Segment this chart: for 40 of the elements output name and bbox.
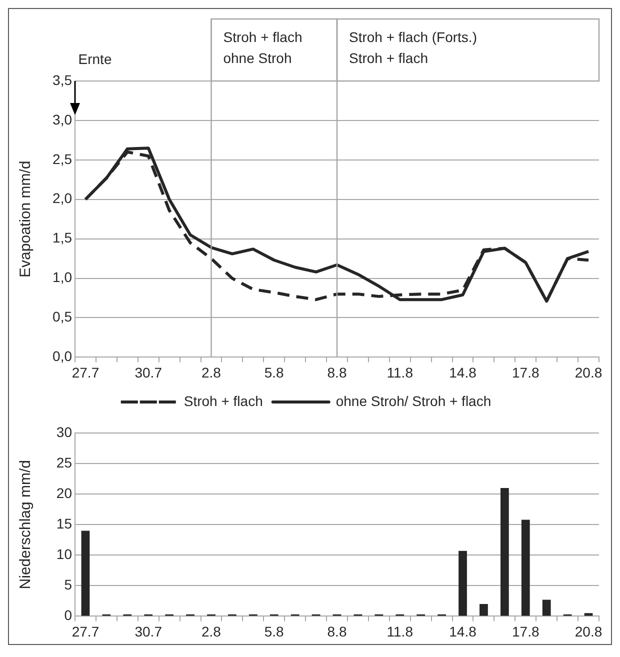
text: Ernte (78, 50, 112, 67)
y-tick-label: 1,0 (52, 269, 72, 286)
y-tick-label: 3,5 (52, 72, 72, 88)
x-tick-label: 2.8 (202, 364, 222, 380)
y-tick-label: 2,0 (52, 190, 72, 206)
x-tick-label: 20.8 (574, 623, 602, 640)
y-tick-label: 0,5 (52, 308, 72, 325)
x-tick-label: 14.8 (449, 364, 477, 380)
x-tick-label: 14.8 (449, 623, 477, 640)
y-tick-label: 0,0 (52, 348, 72, 364)
x-tick-label: 27.7 (72, 623, 100, 640)
y-tick-label: 0 (64, 607, 72, 624)
ref-line-label: Stroh + flach ohne Stroh (223, 28, 302, 66)
y-tick-label: 1,5 (52, 230, 72, 246)
legend-label: Stroh + flach (184, 392, 263, 409)
x-tick-label: 11.8 (386, 364, 414, 380)
x-tick-label: 2.8 (202, 623, 222, 640)
x-tick-label: 5.8 (264, 623, 284, 640)
y-tick-label: 25 (56, 454, 72, 470)
y-tick-label: 5 (64, 576, 72, 593)
y-tick-label: 2,5 (52, 150, 72, 167)
legend-label: ohne Stroh/ Stroh + flach (336, 392, 492, 409)
y-tick-label: 10 (56, 546, 72, 562)
ref-line-label: Stroh + flach (Forts.) Stroh + flach (349, 28, 477, 66)
x-tick-label: 8.8 (327, 623, 347, 640)
y-tick-label: 3,0 (52, 111, 72, 128)
y-tick-label: 15 (56, 515, 72, 532)
x-tick-label: 30.7 (134, 623, 162, 640)
x-tick-label: 11.8 (386, 623, 414, 640)
x-tick-label: 30.7 (134, 364, 162, 380)
x-tick-label: 5.8 (264, 364, 284, 380)
x-tick-label: 8.8 (327, 364, 347, 380)
y-axis-title: Evapoation mm/d (17, 160, 34, 278)
x-tick-label: 17.8 (512, 623, 540, 640)
x-tick-label: 20.8 (574, 364, 602, 380)
y-tick-label: 30 (56, 424, 72, 440)
y-tick-label: 20 (56, 484, 72, 501)
x-tick-label: 17.8 (512, 364, 540, 380)
x-tick-label: 27.7 (72, 364, 100, 380)
y-axis-title: Niederschlag mm/d (17, 460, 34, 590)
